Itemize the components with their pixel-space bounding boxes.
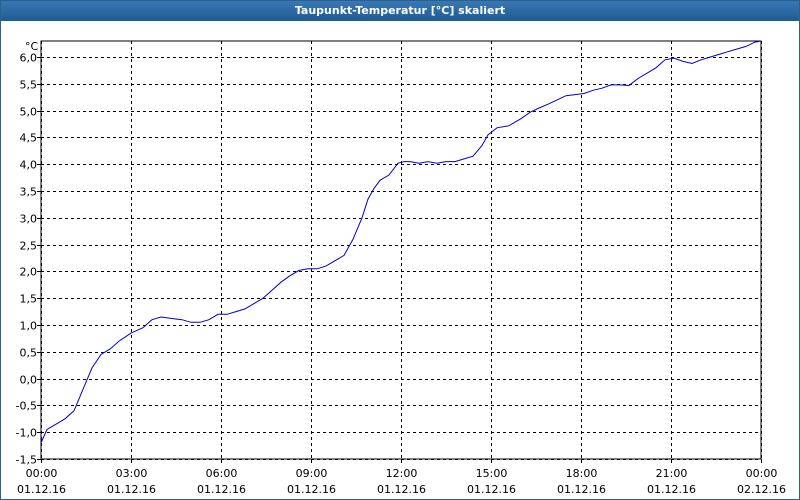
- x-tick-time-label: 21:00: [656, 467, 688, 480]
- y-tick-label: 1,5: [20, 293, 38, 306]
- x-axis-ticks: 00:00 01.12.16 03:00 01.12.16 06:00 01.12.16 0…: [17, 459, 786, 496]
- x-tick-date-label: 01.12.16: [17, 483, 66, 496]
- y-tick-label: 3,0: [20, 213, 38, 226]
- x-tick-date-label: 01.12.16: [557, 483, 606, 496]
- y-tick-label: 5,5: [20, 79, 38, 92]
- y-tick-label: 1,0: [20, 320, 38, 333]
- y-tick-label: 0,5: [20, 347, 38, 360]
- x-tick-date-label: 01.12.16: [197, 483, 246, 496]
- x-tick-time-label: 12:00: [386, 467, 418, 480]
- grid-lines: [41, 41, 762, 460]
- x-tick-date-label: 01.12.16: [467, 483, 516, 496]
- x-tick-time-label: 03:00: [116, 467, 148, 480]
- x-tick-time-label: 15:00: [476, 467, 508, 480]
- series-line: [40, 40, 762, 444]
- y-axis-ticks: 6,0 5,5 5,0 4,5 4,0 3,5 3,0 2,5 2,0 1,5 1,0 0,5 0,0 -…: [16, 52, 41, 467]
- x-tick-date-label: 01.12.16: [107, 483, 156, 496]
- y-tick-label: 2,0: [20, 266, 38, 279]
- y-tick-label: -1,0: [16, 427, 37, 440]
- y-tick-label: -0,5: [16, 400, 37, 413]
- y-tick-label: 2,5: [20, 240, 38, 253]
- y-tick-label: 4,5: [20, 132, 38, 145]
- y-tick-label: 4,0: [20, 159, 38, 172]
- y-tick-label: 5,0: [20, 106, 38, 119]
- x-tick-time-label: 09:00: [296, 467, 328, 480]
- y-tick-label: 3,5: [20, 186, 38, 199]
- x-tick-date-label: 01.12.16: [647, 483, 696, 496]
- x-tick-date-label: 01.12.16: [377, 483, 426, 496]
- line-chart: 6,0 5,5 5,0 4,5 4,0 3,5 3,0 2,5 2,0 1,5 1,0 0,5 0,0 -…: [16, 40, 786, 496]
- x-tick-time-label: 06:00: [206, 467, 238, 480]
- x-tick-time-label: 00:00: [746, 467, 778, 480]
- y-tick-label: 6,0: [20, 52, 38, 65]
- x-tick-date-label: 01.12.16: [287, 483, 336, 496]
- x-tick-time-label: 00:00: [26, 467, 58, 480]
- window-title: Taupunkt-Temperatur [°C] skaliert: [1, 1, 799, 21]
- x-tick-date-label: 02.12.16: [737, 483, 786, 496]
- x-tick-time-label: 18:00: [566, 467, 598, 480]
- y-tick-label: 0,0: [20, 374, 38, 387]
- y-axis-unit-label: °C: [25, 40, 39, 53]
- y-tick-label: -1,5: [16, 454, 37, 467]
